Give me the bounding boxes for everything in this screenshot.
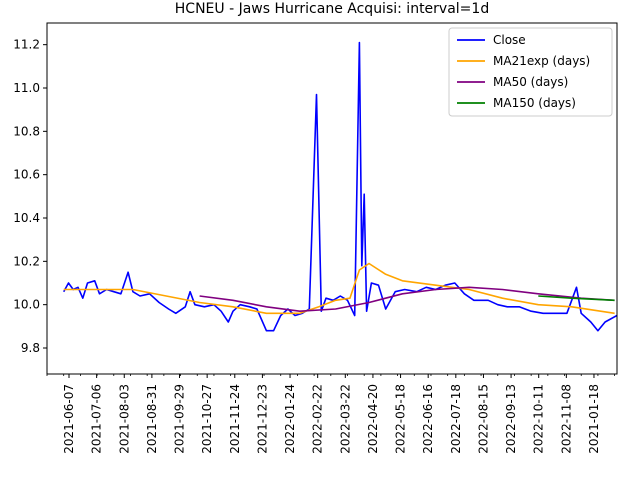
legend-label: MA150 (days): [493, 96, 576, 110]
x-tick-label: 2022-05-18: [394, 384, 408, 454]
legend-label: Close: [493, 33, 526, 47]
x-tick-label: 2021-07-06: [90, 384, 104, 454]
y-tick-label: 10.2: [13, 254, 40, 268]
x-tick-label: 2021-08-31: [145, 384, 159, 454]
y-tick-label: 11.0: [13, 81, 40, 95]
series-line-ma50-days: [199, 286, 615, 313]
series-line-close: [62, 41, 617, 332]
x-tick-label: 2021-08-03: [117, 384, 131, 454]
x-tick-label: 2021-10-27: [200, 384, 214, 454]
series-line-ma21exp-days: [63, 262, 615, 315]
x-axis: 2021-06-07 2021-07-06 2021-08-03 2021-08-31…: [46, 374, 616, 454]
chart-title: HCNEU - Jaws Hurricane Acquisi: interval…: [175, 1, 489, 17]
x-tick-label: 2021-11-24: [228, 384, 242, 454]
y-tick-label: 10.8: [13, 124, 40, 138]
y-tick-label: 10.0: [13, 298, 40, 312]
x-tick-label: 2022-07-18: [449, 384, 463, 454]
legend-label: MA21exp (days): [493, 54, 590, 68]
x-tick-label: 2021-06-07: [62, 384, 76, 454]
plot-frame: [46, 22, 618, 375]
series-line-ma150-days: [538, 295, 615, 302]
x-tick-label: 2022-03-22: [338, 384, 352, 454]
x-tick-label: 2021-12-23: [255, 384, 269, 454]
legend: Close MA21exp (days) MA50 (days) MA150 (day…: [448, 27, 613, 117]
series-layer: [62, 41, 617, 332]
legend-label: MA50 (days): [493, 75, 568, 89]
x-tick-label: 2022-01-24: [283, 384, 297, 454]
y-tick-label: 10.6: [13, 168, 40, 182]
x-tick-label: 2022-04-20: [366, 384, 380, 454]
x-tick-label: 2021-09-29: [173, 384, 187, 454]
x-tick-label: 2022-10-11: [532, 384, 546, 454]
x-tick-label: 2022-02-22: [311, 384, 325, 454]
legend-box: [448, 27, 613, 117]
x-tick-label: 2022-08-15: [476, 384, 490, 454]
y-tick-label: 11.2: [13, 38, 40, 52]
y-axis: 9.8 10.0 10.2 10.4 10.6 10.8 11.0 11.2: [13, 38, 47, 355]
y-tick-label: 10.4: [13, 211, 40, 225]
y-tick-label: 9.8: [21, 341, 40, 355]
x-tick-label: 2022-09-13: [504, 384, 518, 454]
x-tick-label: 2022-06-16: [421, 384, 435, 454]
x-tick-label: 2021-01-18: [587, 384, 601, 454]
x-tick-label: 2022-11-08: [559, 384, 573, 454]
